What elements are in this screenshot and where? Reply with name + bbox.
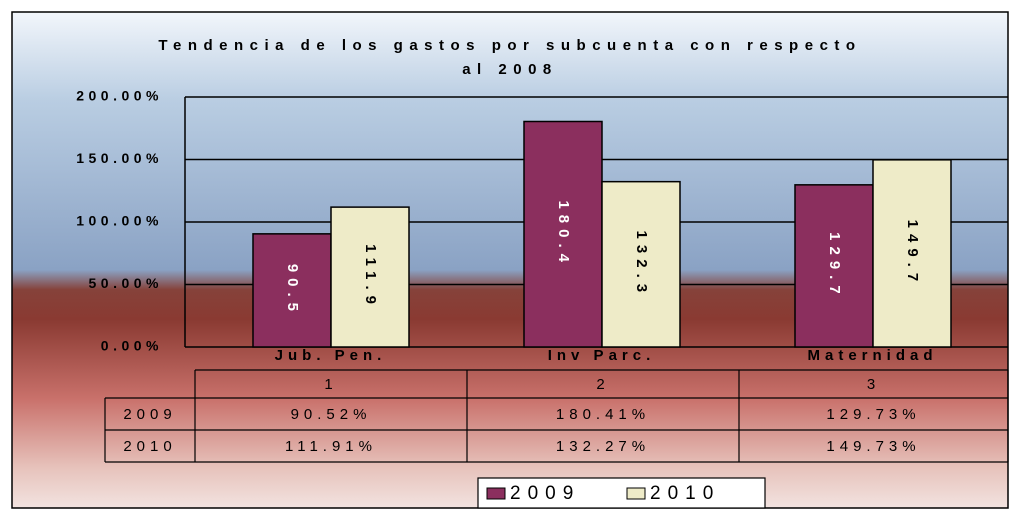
y-tick-label: 150.00% — [76, 150, 163, 166]
y-tick-label: 100.00% — [76, 213, 163, 229]
data-label: 129.7 — [826, 232, 843, 300]
bar — [794, 184, 874, 348]
legend-box — [477, 477, 766, 509]
bar — [601, 180, 681, 348]
table-cell: 129.73% — [826, 406, 920, 423]
data-label: 180.4 — [555, 200, 572, 268]
x-tick-label: Maternidad — [807, 347, 937, 364]
y-tick-label: 200.00% — [76, 88, 163, 104]
data-label: 132.3 — [633, 231, 650, 299]
bar — [872, 159, 952, 348]
table-cell: 90.52% — [291, 406, 372, 423]
table-header: 2 — [596, 376, 609, 393]
chart-title: Tendencia de los gastos por subcuenta co… — [158, 37, 862, 78]
table-cell: 149.73% — [826, 438, 920, 455]
bar — [252, 233, 332, 348]
table-header: 1 — [324, 376, 337, 393]
y-tick-label: 0.00% — [101, 338, 163, 354]
table-cell: 132.27% — [556, 438, 650, 455]
table-cell: 111.91% — [285, 438, 377, 455]
legend-label: 2009 — [510, 483, 580, 504]
data-label: 149.7 — [904, 220, 921, 288]
table-cell: 180.41% — [556, 406, 650, 423]
legend-swatch — [626, 487, 646, 500]
data-label: 111.9 — [362, 244, 379, 310]
bar — [523, 120, 603, 348]
y-tick-label: 50.00% — [89, 275, 163, 291]
table-cell: 2009 — [123, 406, 176, 423]
bar — [330, 206, 410, 348]
x-tick-label: Jub. Pen. — [275, 347, 387, 364]
data-label: 90.5 — [284, 264, 301, 317]
x-tick-label: Inv Parc. — [548, 347, 656, 364]
table-header: 3 — [867, 376, 880, 393]
table-cell: 2010 — [123, 438, 176, 455]
legend-swatch — [486, 487, 506, 500]
legend-label: 2010 — [650, 483, 720, 504]
